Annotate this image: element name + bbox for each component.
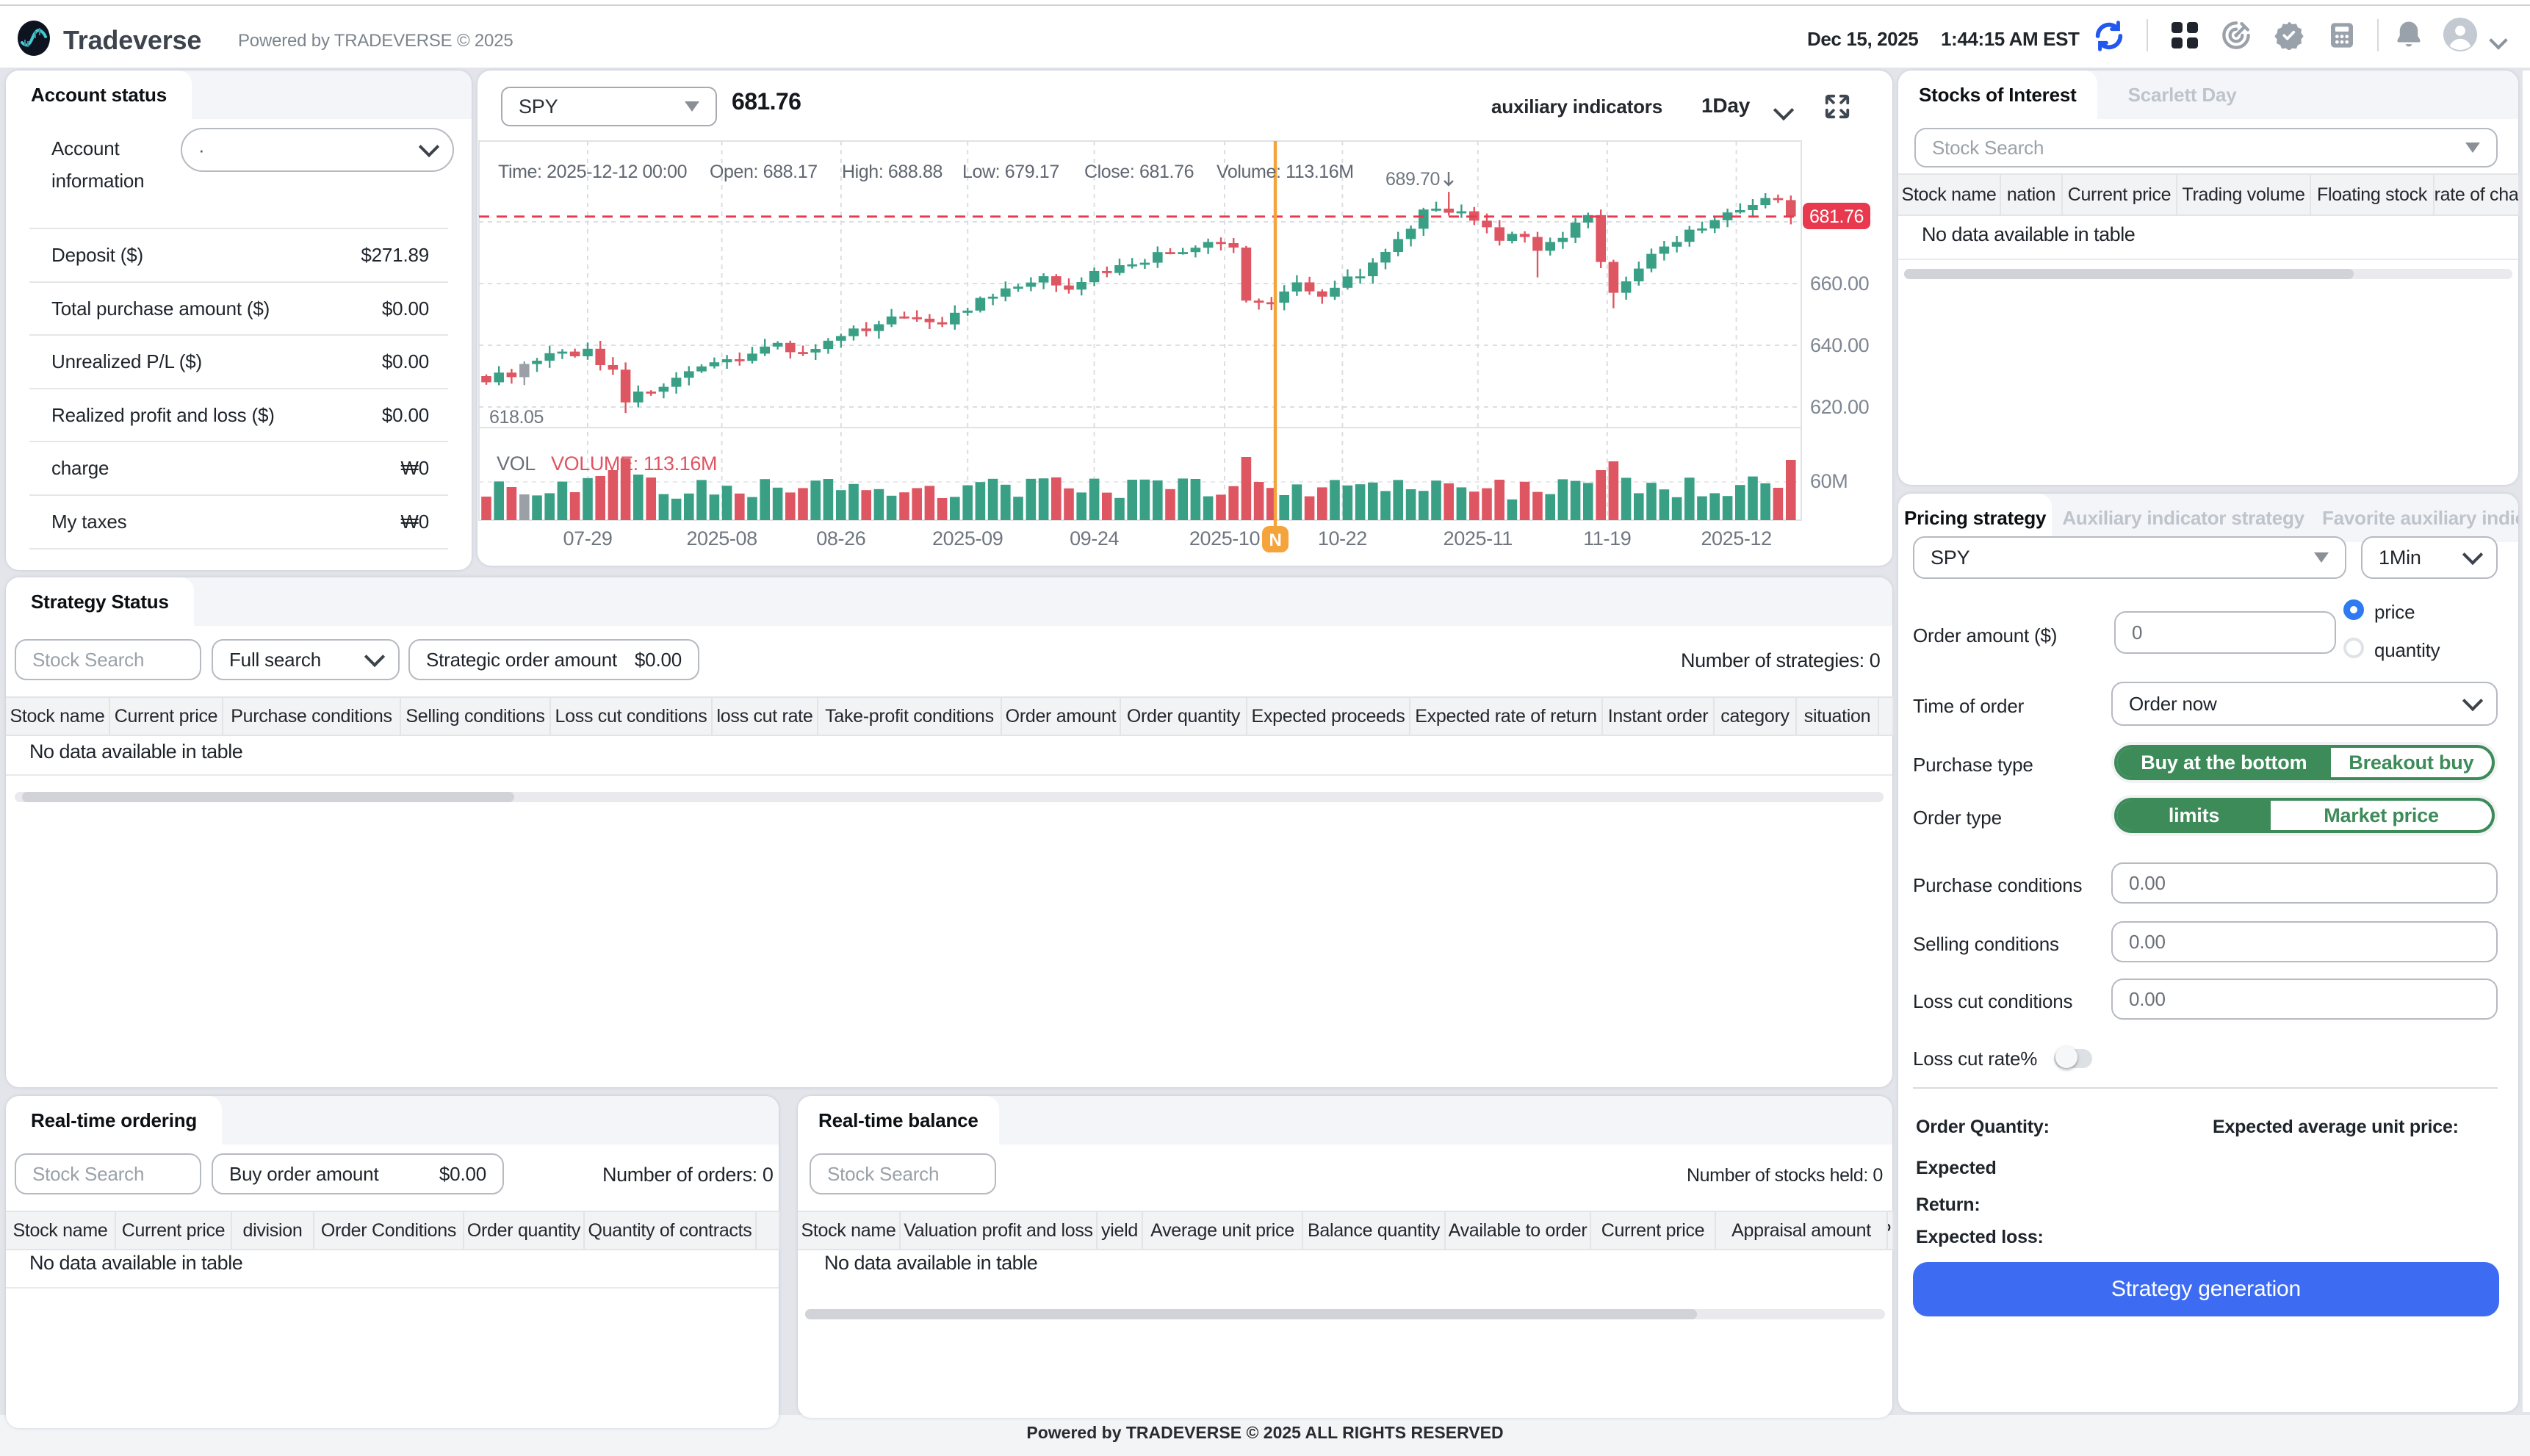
svg-text:VOL: VOL — [497, 453, 536, 475]
svg-text:07-29: 07-29 — [563, 527, 612, 549]
svg-text:2025-08: 2025-08 — [686, 527, 757, 549]
svg-text:N: N — [1269, 530, 1282, 550]
svg-text:2025-12: 2025-12 — [1701, 527, 1771, 549]
svg-text:Low: 679.17: Low: 679.17 — [962, 162, 1059, 182]
svg-text:640.00: 640.00 — [1810, 334, 1869, 356]
svg-text:11-19: 11-19 — [1583, 527, 1631, 549]
svg-text:2025-09: 2025-09 — [932, 527, 1003, 549]
svg-text:09-24: 09-24 — [1070, 527, 1119, 549]
svg-text:689.70: 689.70 — [1385, 169, 1440, 190]
svg-text:High: 688.88: High: 688.88 — [842, 162, 943, 182]
svg-text:2025-11: 2025-11 — [1444, 527, 1513, 549]
svg-text:10-22: 10-22 — [1318, 527, 1367, 549]
svg-text:681.76: 681.76 — [1809, 206, 1864, 227]
svg-text:60M: 60M — [1810, 470, 1848, 492]
svg-text:620.00: 620.00 — [1810, 396, 1869, 418]
svg-text:2025-10: 2025-10 — [1189, 527, 1260, 549]
svg-text:Open: 688.17: Open: 688.17 — [710, 162, 818, 182]
svg-text:Time: 2025-12-12 00:00: Time: 2025-12-12 00:00 — [498, 162, 687, 182]
svg-text:Close: 681.76: Close: 681.76 — [1084, 162, 1194, 182]
svg-text:660.00: 660.00 — [1810, 273, 1869, 295]
svg-text:618.05: 618.05 — [489, 407, 544, 428]
svg-text:Volume: 113.16M: Volume: 113.16M — [1217, 162, 1354, 182]
svg-text:VOLUME: 113.16M: VOLUME: 113.16M — [551, 453, 717, 475]
svg-text:08-26: 08-26 — [816, 527, 865, 549]
